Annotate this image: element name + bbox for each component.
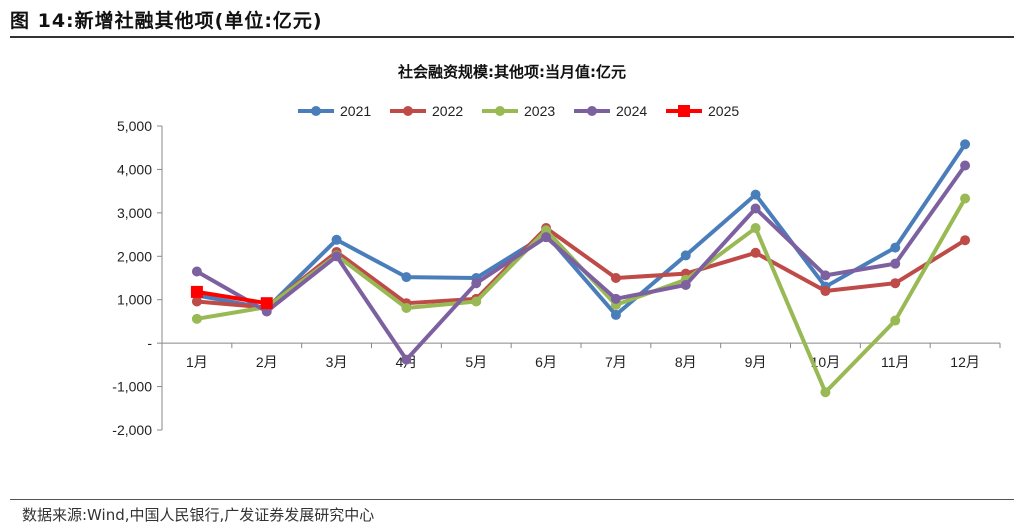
x-tick-label: 2月 — [256, 354, 278, 370]
data-point-2024 — [331, 251, 342, 262]
y-tick-label: - — [147, 335, 152, 351]
legend-item-2024: 2024 — [574, 103, 647, 119]
series-2021 — [191, 139, 971, 320]
data-point-2024 — [890, 258, 901, 269]
legend-marker — [587, 106, 597, 116]
y-tick-label: 4,000 — [117, 161, 152, 177]
data-point-2022 — [610, 273, 621, 283]
data-point-2021 — [680, 250, 691, 261]
y-tick-label: -2,000 — [112, 422, 152, 438]
x-tick-label: 3月 — [326, 354, 348, 370]
data-point-2024 — [401, 354, 412, 365]
x-tick-label: 5月 — [465, 354, 487, 370]
data-point-2024 — [541, 232, 552, 243]
y-tick-label: 5,000 — [117, 118, 152, 134]
data-point-2023 — [820, 387, 831, 398]
source-note: 数据来源:Wind,中国人民银行,广发证券发展研究中心 — [22, 506, 375, 524]
x-tick-label: 11月 — [881, 354, 910, 370]
chart-axes: 5,000 4,000 3,000 2,000 1,000 - -1,000 -2,000 1月… — [112, 118, 1001, 438]
data-point-2024 — [960, 160, 971, 171]
data-point-2021 — [610, 309, 621, 320]
data-point-2024 — [750, 203, 761, 214]
x-tick-label: 8月 — [675, 354, 697, 370]
legend-item-2025: 2025 — [666, 103, 739, 119]
x-tick-label: 7月 — [605, 354, 627, 370]
legend-item-2022: 2022 — [390, 103, 463, 119]
legend-label: 2025 — [708, 103, 739, 119]
x-tick-label: 9月 — [745, 354, 767, 370]
data-point-2021 — [331, 234, 342, 245]
data-point-2022 — [191, 296, 202, 307]
series-line-2021 — [196, 143, 967, 317]
data-point-2024 — [610, 293, 621, 304]
data-point-2023 — [401, 302, 412, 313]
chart-title: 社会融资规模:其他项:当月值:亿元 — [397, 63, 626, 81]
y-tick-label: -1,000 — [112, 379, 152, 395]
data-point-2024 — [820, 270, 831, 281]
data-point-2022 — [820, 286, 831, 297]
series-2024 — [191, 160, 971, 365]
series-line-2023 — [196, 197, 967, 395]
series-2025 — [190, 285, 273, 310]
data-point-2022 — [890, 278, 901, 289]
legend-label: 2024 — [616, 103, 647, 119]
legend-label: 2023 — [524, 103, 555, 119]
plot-area — [190, 139, 971, 398]
legend-marker — [403, 106, 413, 116]
series-line-2025 — [196, 289, 268, 306]
figure-title: 图 14:新增社融其他项(单位:亿元) — [10, 10, 323, 32]
y-tick-label: 3,000 — [117, 205, 152, 221]
series-2023 — [191, 193, 971, 398]
data-point-2023 — [471, 296, 482, 307]
series-line-2022 — [196, 226, 967, 310]
data-point-2021 — [960, 139, 971, 150]
legend-marker — [311, 106, 321, 116]
series-line-2024 — [195, 164, 967, 362]
data-point-2024 — [471, 278, 482, 289]
y-tick-label: 1,000 — [117, 292, 152, 308]
legend-marker — [678, 105, 690, 117]
data-point-2024 — [191, 266, 202, 277]
data-point-2025 — [260, 297, 273, 310]
data-point-2023 — [960, 193, 971, 204]
source-divider — [10, 499, 1014, 500]
y-tick-label: 2,000 — [117, 248, 152, 264]
data-point-2023 — [750, 223, 761, 234]
data-point-2022 — [960, 235, 971, 246]
legend-item-2021: 2021 — [298, 103, 371, 119]
legend-label: 2022 — [432, 103, 463, 119]
data-point-2025 — [190, 285, 203, 298]
legend-item-2023: 2023 — [482, 103, 555, 119]
legend-label: 2021 — [340, 103, 371, 119]
x-tick-label: 1月 — [186, 354, 208, 370]
data-point-2023 — [890, 315, 901, 326]
chart-legend: 2021 2022 2023 2024 2025 — [298, 103, 739, 119]
line-chart: 社会融资规模:其他项:当月值:亿元 2021 2022 2023 2024 2025 5… — [112, 63, 1001, 438]
data-point-2021 — [890, 242, 901, 253]
x-tick-label: 10月 — [811, 354, 841, 370]
data-point-2023 — [541, 225, 552, 236]
title-divider — [10, 36, 1014, 38]
data-point-2021 — [750, 189, 761, 200]
data-point-2023 — [191, 313, 202, 324]
legend-marker — [495, 106, 505, 116]
x-tick-label: 6月 — [535, 354, 557, 370]
x-tick-label: 12月 — [950, 354, 980, 370]
data-point-2021 — [401, 272, 412, 283]
data-point-2022 — [750, 247, 761, 258]
data-point-2024 — [680, 279, 691, 290]
